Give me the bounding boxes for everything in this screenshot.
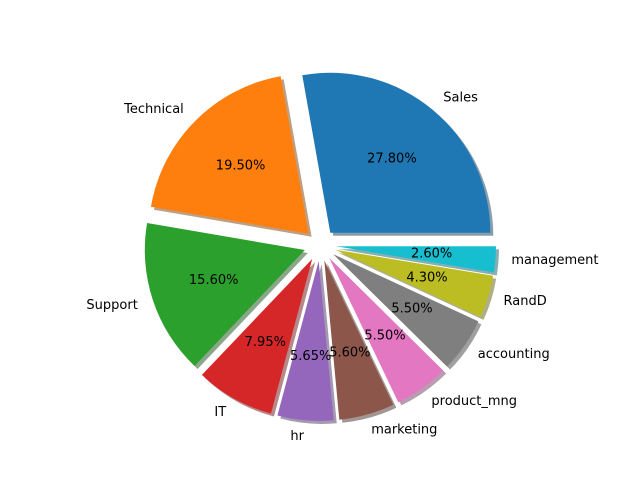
percent-label-product-mng: 5.50% xyxy=(364,329,405,344)
percent-label-management: 2.60% xyxy=(411,247,452,262)
category-label-support: Support xyxy=(86,298,137,313)
wedge-sales xyxy=(302,72,491,233)
category-label-hr: hr xyxy=(290,429,304,444)
category-label-technical: Technical xyxy=(123,102,184,117)
category-labels: Sales Technical Support IT hr marketing produc… xyxy=(86,90,598,444)
category-label-sales: Sales xyxy=(443,90,478,105)
wedge-management xyxy=(335,246,496,273)
wedges xyxy=(144,72,496,421)
category-label-randd: RandD xyxy=(504,294,547,309)
category-label-management: management xyxy=(511,253,598,268)
category-label-marketing: marketing xyxy=(371,423,437,438)
percent-label-sales: 27.80% xyxy=(367,152,417,167)
wedge-accounting xyxy=(333,254,479,367)
percent-label-randd: 4.30% xyxy=(406,270,447,285)
percent-label-support: 15.60% xyxy=(189,273,239,288)
percent-label-accounting: 5.50% xyxy=(391,301,432,316)
percent-label-hr: 5.65% xyxy=(290,349,331,364)
wedge-support xyxy=(144,223,305,366)
wedge-hr xyxy=(277,260,334,421)
percent-labels: 27.80%19.50%15.60%7.95%5.65%5.60%5.50%5.… xyxy=(189,152,452,364)
percent-label-marketing: 5.60% xyxy=(329,345,370,360)
wedge-randd xyxy=(335,249,494,317)
category-label-product-mng: product_mng xyxy=(431,394,517,409)
percent-label-technical: 19.50% xyxy=(216,159,266,174)
category-label-it: IT xyxy=(214,405,226,420)
wedge-product-mng xyxy=(329,258,444,403)
wedge-marketing xyxy=(324,260,394,420)
wedge-technical xyxy=(150,76,309,234)
percent-label-it: 7.95% xyxy=(245,335,286,350)
category-label-accounting: accounting xyxy=(478,347,550,362)
wedge-it xyxy=(201,258,313,414)
